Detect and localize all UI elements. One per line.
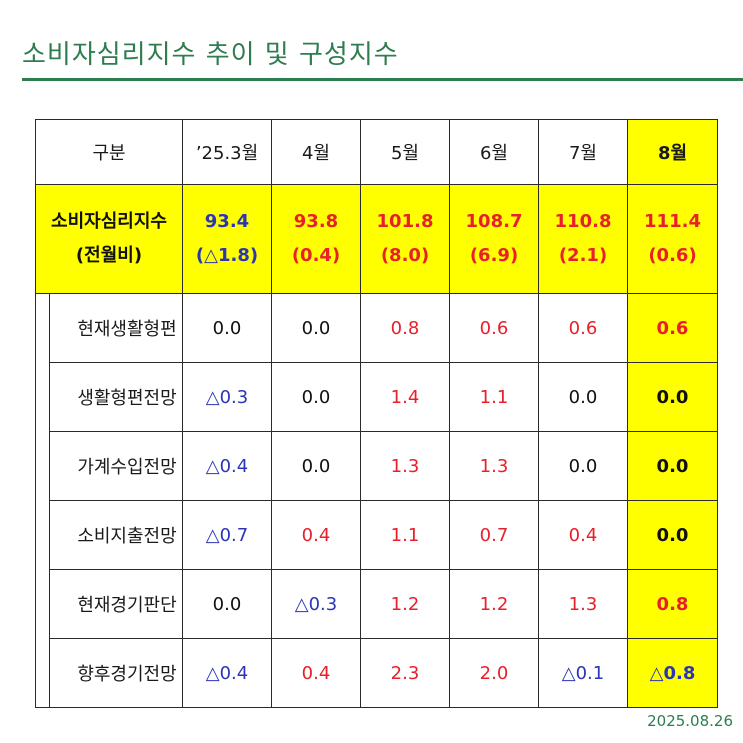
date-stamp: 2025.08.26 [647,712,733,730]
main-index-value: 110.8 [554,211,612,232]
row-label: 현재경기판단 [49,569,183,639]
indent-cell [35,293,50,363]
header-month: ’25.3월 [182,119,272,185]
main-index-change: (0.4) [291,245,341,266]
indent-cell [35,638,50,708]
main-index-cell: 93.4 (△1.8) [182,184,272,294]
header-month: 7월 [538,119,628,185]
main-index-cell: 101.8 (8.0) [360,184,450,294]
header-month: 5월 [360,119,450,185]
table-cell-current: △0.8 [627,638,718,708]
table-row: 가계수입전망 △0.4 0.0 1.3 1.3 0.0 0.0 [35,431,718,501]
title-divider [22,78,743,81]
header-category: 구분 [35,119,183,185]
table-cell: △0.3 [182,362,272,432]
table-cell: 0.7 [449,500,539,570]
table-cell: 1.2 [360,569,450,639]
table-row: 현재경기판단 0.0 △0.3 1.2 1.2 1.3 0.8 [35,569,718,639]
main-index-change: (8.0) [380,245,430,266]
table-cell: 1.1 [449,362,539,432]
table-cell: 0.0 [538,362,628,432]
main-index-cell: 108.7 (6.9) [449,184,539,294]
table-cell: 2.0 [449,638,539,708]
main-index-cell: 110.8 (2.1) [538,184,628,294]
table-cell: 0.0 [271,362,361,432]
table-cell-current: 0.0 [627,431,718,501]
main-index-value: 111.4 [644,211,701,232]
table-cell: 0.0 [271,431,361,501]
table-cell: 1.1 [360,500,450,570]
page-title: 소비자심리지수 추이 및 구성지수 [22,40,399,70]
table-cell: 0.0 [271,293,361,363]
table-cell: 1.2 [449,569,539,639]
indent-cell [35,500,50,570]
main-index-value: 108.7 [465,211,523,232]
table-row: 향후경기전망 △0.4 0.4 2.3 2.0 △0.1 △0.8 [35,638,718,708]
main-index-value: 101.8 [376,211,434,232]
indent-cell [35,431,50,501]
table-cell: 2.3 [360,638,450,708]
row-label: 소비지출전망 [49,500,183,570]
table-cell: 0.6 [449,293,539,363]
main-index-cell-current: 111.4 (0.6) [627,184,718,294]
table-cell: 0.0 [182,293,272,363]
indent-cell [35,362,50,432]
table-cell: △0.1 [538,638,628,708]
main-index-cell: 93.8 (0.4) [271,184,361,294]
table-cell-current: 0.0 [627,500,718,570]
table-cell: △0.7 [182,500,272,570]
table-cell: 0.6 [538,293,628,363]
table-row: 현재생활형편 0.0 0.0 0.8 0.6 0.6 0.6 [35,293,718,363]
header-row: 구분 ’25.3월 4월 5월 6월 7월 8월 [35,119,718,185]
main-index-label-line1: 소비자심리지수 [51,211,167,232]
table-row: 생활형편전망 △0.3 0.0 1.4 1.1 0.0 0.0 [35,362,718,432]
table-cell: 0.0 [182,569,272,639]
main-index-label-line2: (전월비) [75,245,143,266]
header-month: 6월 [449,119,539,185]
main-index-row: 소비자심리지수 (전월비) 93.4 (△1.8) 93.8 (0.4) 101… [35,184,718,294]
main-index-change: (0.6) [648,245,697,266]
table-cell: 0.0 [538,431,628,501]
index-table: 구분 ’25.3월 4월 5월 6월 7월 8월 소비자심리지수 (전월비) 9… [35,119,718,708]
main-index-value: 93.8 [293,211,339,232]
table-cell: 0.8 [360,293,450,363]
table-cell: 0.4 [271,638,361,708]
table-cell: 1.4 [360,362,450,432]
table-cell-current: 0.8 [627,569,718,639]
indent-cell [35,569,50,639]
main-index-change: (△1.8) [195,245,259,266]
table-cell-current: 0.0 [627,362,718,432]
header-month-current: 8월 [627,119,718,185]
header-month: 4월 [271,119,361,185]
table-cell: △0.4 [182,431,272,501]
table-cell: 1.3 [449,431,539,501]
main-index-label: 소비자심리지수 (전월비) [35,184,183,294]
table-cell-current: 0.6 [627,293,718,363]
table-cell: 0.4 [538,500,628,570]
table-cell: △0.4 [182,638,272,708]
row-label: 향후경기전망 [49,638,183,708]
table-cell: 0.4 [271,500,361,570]
table-row: 소비지출전망 △0.7 0.4 1.1 0.7 0.4 0.0 [35,500,718,570]
table-cell: △0.3 [271,569,361,639]
main-index-value: 93.4 [204,211,250,232]
row-label: 생활형편전망 [49,362,183,432]
main-index-change: (2.1) [558,245,608,266]
row-label: 가계수입전망 [49,431,183,501]
table-cell: 1.3 [538,569,628,639]
main-index-change: (6.9) [469,245,519,266]
row-label: 현재생활형편 [49,293,183,363]
table-cell: 1.3 [360,431,450,501]
